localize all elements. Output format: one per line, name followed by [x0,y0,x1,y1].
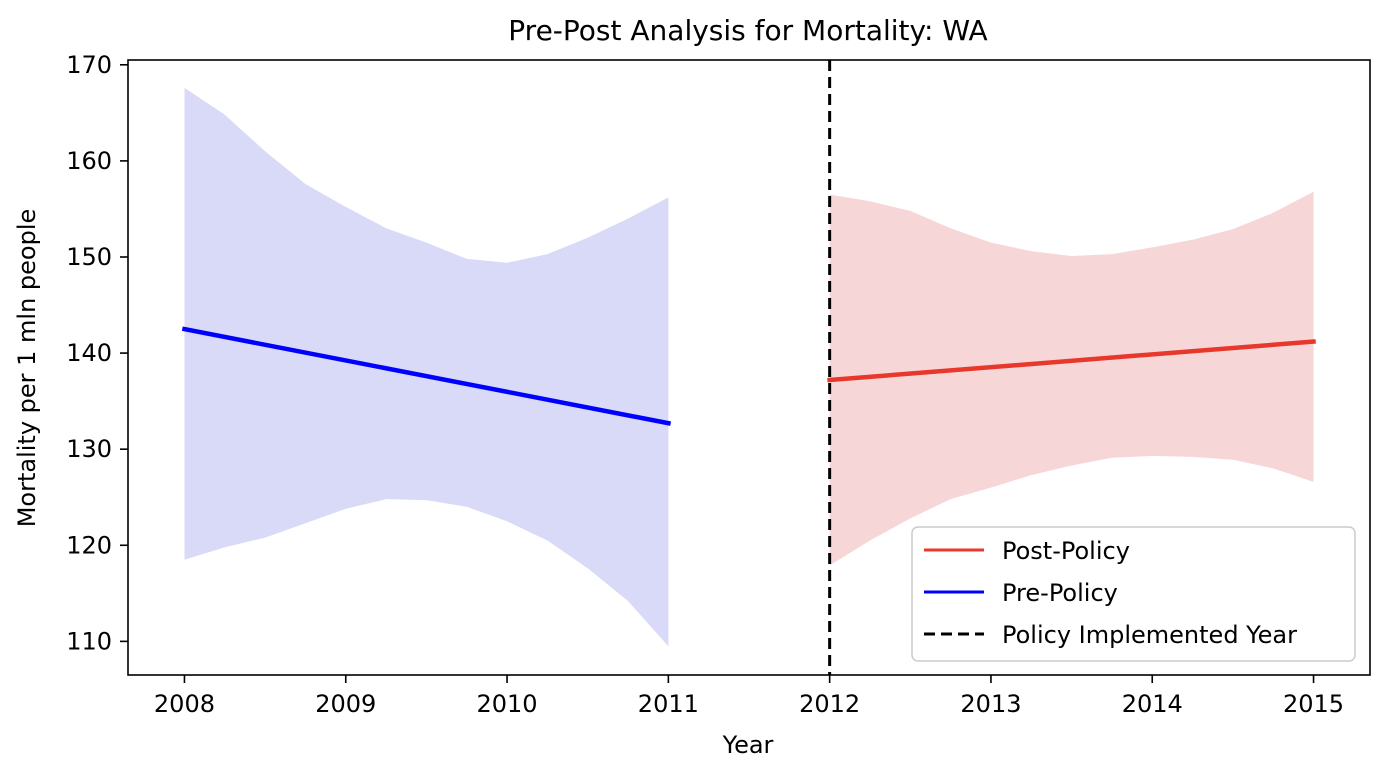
axes: 2008 2009 2010 2011 2012 2013 2014 2015 110 120 13… [66,51,1371,718]
y-tick-label: 150 [66,243,112,271]
series-line-post-policy [827,339,1316,383]
y-tick-label: 110 [66,627,112,655]
confidence-band-pre-policy [184,87,669,647]
x-tick-label: 2008 [154,690,215,718]
plot-frame [127,59,1371,676]
x-tick-label: 2010 [477,690,538,718]
legend: Post-Policy Pre-Policy Policy Implemented … [911,526,1356,662]
legend-box [911,526,1356,662]
y-tick-label: 140 [66,339,112,367]
y-axis-title: Mortality per 1 mln people [13,209,41,528]
legend-label-pre-policy: Pre-Policy [1002,579,1118,607]
x-tick-label: 2009 [315,690,376,718]
x-tick-label: 2015 [1283,690,1344,718]
x-tick-label: 2012 [799,690,860,718]
y-tick-label: 120 [66,531,112,559]
plot-area [181,60,1316,675]
x-tick-label: 2014 [1122,690,1183,718]
y-tick-label: 170 [66,51,112,79]
y-tick-label: 130 [66,435,112,463]
confidence-band-post-policy [829,191,1314,566]
chart-title: Pre-Post Analysis for Mortality: WA [508,14,987,47]
legend-label-policy-implemented-year: Policy Implemented Year [1002,621,1297,649]
series-line-pre-policy [181,326,672,426]
legend-label-post-policy: Post-Policy [1002,537,1130,565]
x-tick-label: 2013 [960,690,1021,718]
x-axis-title: Year [722,731,774,759]
x-tick-label: 2011 [638,690,699,718]
y-tick-label: 160 [66,147,112,175]
